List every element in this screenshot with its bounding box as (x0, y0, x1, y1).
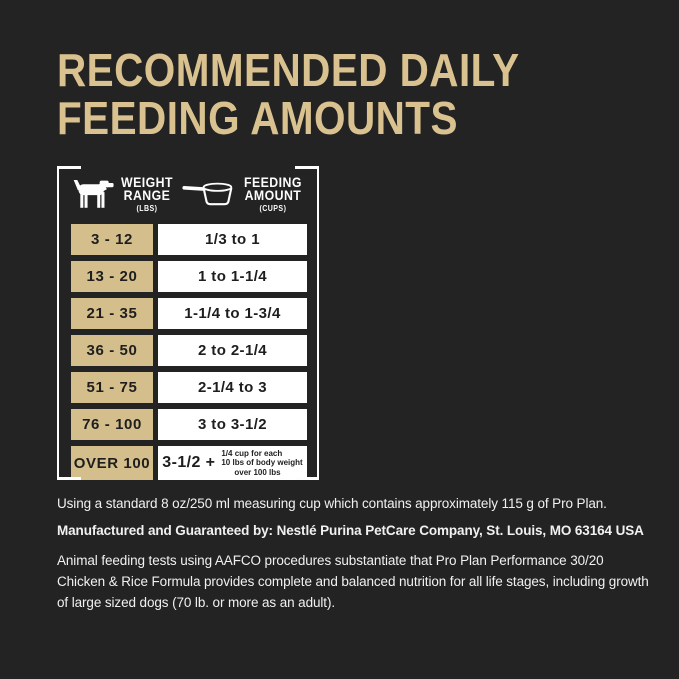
weight-cell: OVER 100 (71, 446, 153, 480)
frame-corner-bottom-right (295, 477, 319, 480)
measuring-cup-icon (180, 181, 238, 208)
feeding-unit-label: (CUPS) (259, 203, 287, 213)
amount-cell: 3 to 3-1/2 (158, 409, 307, 440)
table-header: WEIGHT RANGE (LBS) FEEDING AMOUNT (CUPS (71, 168, 307, 220)
page-title-line2: FEEDING AMOUNTS (57, 92, 458, 144)
table-row: 3 - 12 1/3 to 1 (71, 224, 307, 255)
feeding-amount-label: FEEDING AMOUNT (CUPS) (244, 173, 302, 213)
weight-cell: 76 - 100 (71, 409, 153, 440)
weight-cell: 51 - 75 (71, 372, 153, 403)
amount-cell: 3-1/2 + 1/4 cup for each 10 lbs of body … (158, 446, 307, 480)
feeding-amount-header: FEEDING AMOUNT (CUPS) (180, 173, 310, 213)
weight-label-line1: WEIGHT (121, 173, 173, 190)
feeding-label-line1: FEEDING (244, 173, 302, 190)
weight-cell: 21 - 35 (71, 298, 153, 329)
amount-value: 3-1/2 + (162, 454, 216, 471)
amount-note-line2: 10 lbs of body weight (221, 458, 303, 468)
table-row: 13 - 20 1 to 1-1/4 (71, 261, 307, 292)
amount-cell: 1 to 1-1/4 (158, 261, 307, 292)
manufacturer-statement: Manufactured and Guaranteed by: Nestlé P… (57, 523, 644, 538)
frame-corner-bottom-left (57, 477, 81, 480)
weight-unit-label: (LBS) (136, 203, 158, 213)
amount-cell: 2 to 2-1/4 (158, 335, 307, 366)
table-row: 36 - 50 2 to 2-1/4 (71, 335, 307, 366)
frame-corner-top-left (57, 166, 81, 169)
amount-cell: 2-1/4 to 3 (158, 372, 307, 403)
page-title: RECOMMENDED DAILY FEEDING AMOUNTS (57, 46, 520, 142)
page-title-line1: RECOMMENDED DAILY (57, 44, 520, 96)
table-row: 76 - 100 3 to 3-1/2 (71, 409, 307, 440)
weight-cell: 3 - 12 (71, 224, 153, 255)
amount-note-line3: over 100 lbs (234, 467, 281, 477)
table-rows: 3 - 12 1/3 to 1 13 - 20 1 to 1-1/4 21 - … (59, 224, 317, 480)
amount-cell: 1-1/4 to 1-3/4 (158, 298, 307, 329)
feeding-table: WEIGHT RANGE (LBS) FEEDING AMOUNT (CUPS (57, 166, 319, 480)
weight-range-label: WEIGHT RANGE (LBS) (121, 173, 173, 213)
amount-cell: 1/3 to 1 (158, 224, 307, 255)
footer-text: Using a standard 8 oz/250 ml measuring c… (57, 495, 649, 613)
table-row: 21 - 35 1-1/4 to 1-3/4 (71, 298, 307, 329)
dog-icon (71, 179, 115, 209)
measuring-cup-note: Using a standard 8 oz/250 ml measuring c… (57, 496, 607, 511)
table-row: OVER 100 3-1/2 + 1/4 cup for each 10 lbs… (71, 446, 307, 480)
feeding-label-line2: AMOUNT (244, 187, 302, 203)
amount-note: 1/4 cup for each 10 lbs of body weight o… (221, 449, 302, 478)
weight-label-line2: RANGE (123, 187, 171, 203)
weight-range-header: WEIGHT RANGE (LBS) (71, 173, 180, 213)
weight-cell: 36 - 50 (71, 335, 153, 366)
weight-cell: 13 - 20 (71, 261, 153, 292)
frame-corner-top-right (295, 166, 319, 169)
aafco-statement: Animal feeding tests using AAFCO procedu… (57, 553, 649, 610)
amount-note-line1: 1/4 cup for each (221, 448, 283, 458)
table-row: 51 - 75 2-1/4 to 3 (71, 372, 307, 403)
